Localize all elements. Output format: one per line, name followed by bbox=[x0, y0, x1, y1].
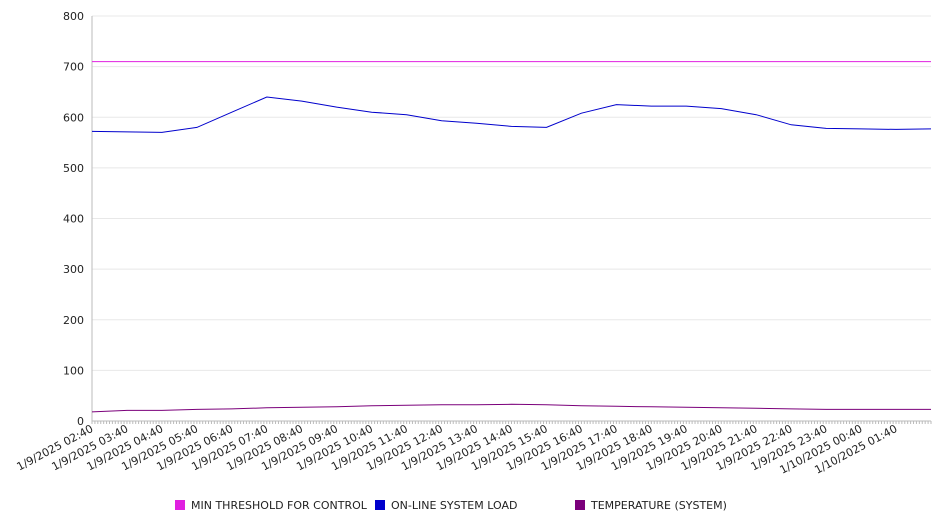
y-tick-label: 800 bbox=[63, 10, 84, 23]
legend-swatch-temperature bbox=[575, 500, 585, 510]
y-tick-label: 500 bbox=[63, 162, 84, 175]
y-tick-label: 100 bbox=[63, 364, 84, 377]
y-axis: 0 100 200 300 400 500 600 700 800 bbox=[63, 10, 93, 428]
legend-label-temperature: TEMPERATURE (SYSTEM) bbox=[591, 498, 727, 512]
y-tick-label: 300 bbox=[63, 263, 84, 276]
legend-swatch-system-load bbox=[375, 500, 385, 510]
legend-item-temperature: TEMPERATURE (SYSTEM) bbox=[575, 498, 727, 512]
legend-item-system-load: ON-LINE SYSTEM LOAD bbox=[375, 498, 517, 512]
series-line-2 bbox=[91, 403, 931, 413]
grid-lines bbox=[92, 15, 931, 422]
legend-label-min-threshold: MIN THRESHOLD FOR CONTROL bbox=[191, 498, 367, 512]
legend: MIN THRESHOLD FOR CONTROL ON-LINE SYSTEM… bbox=[0, 498, 946, 514]
y-tick-label: 400 bbox=[63, 213, 84, 226]
x-axis: 1/9/2025 02:401/9/2025 03:401/9/2025 04:… bbox=[15, 420, 932, 477]
y-tick-label: 600 bbox=[63, 111, 84, 124]
y-tick-label: 200 bbox=[63, 314, 84, 327]
legend-label-system-load: ON-LINE SYSTEM LOAD bbox=[391, 498, 518, 512]
y-tick-label: 0 bbox=[77, 415, 84, 428]
plot-lines bbox=[91, 61, 932, 413]
series-line-1 bbox=[91, 96, 932, 133]
legend-swatch-min-threshold bbox=[175, 500, 185, 510]
legend-item-min-threshold: MIN THRESHOLD FOR CONTROL bbox=[175, 498, 367, 512]
y-tick-label: 700 bbox=[63, 61, 84, 74]
